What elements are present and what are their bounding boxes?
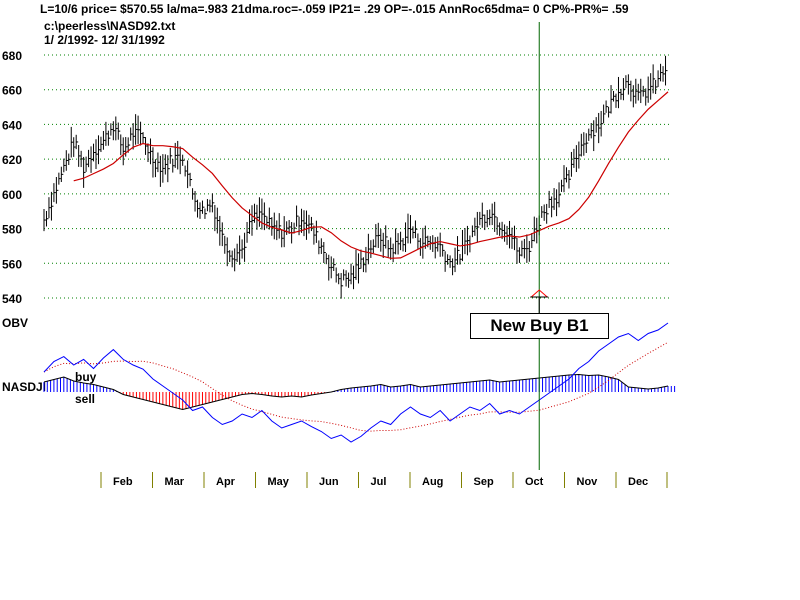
signal-label: New Buy B1 — [470, 313, 609, 339]
y-tick-label: 640 — [2, 118, 22, 132]
month-label: Feb — [113, 476, 133, 488]
month-label: May — [268, 476, 290, 488]
moving-average-line — [73, 91, 669, 259]
month-label: Mar — [165, 476, 185, 488]
sell-label: sell — [75, 392, 96, 406]
y-tick-label: 540 — [2, 292, 22, 306]
nasdji-label: NASDJI — [2, 380, 47, 394]
month-label: Apr — [216, 476, 236, 488]
month-label: Aug — [422, 476, 443, 488]
month-label: Sep — [474, 476, 494, 488]
header-stats: L=10/6 price= $570.55 la/ma=.983 21dma.r… — [40, 2, 629, 16]
obv-line — [43, 322, 669, 443]
nasdji-line — [43, 373, 669, 411]
month-label: Nov — [577, 476, 599, 488]
y-tick-label: 580 — [2, 223, 22, 237]
y-tick-label: 600 — [2, 188, 22, 202]
month-label: Oct — [525, 476, 544, 488]
month-label: Jun — [319, 476, 339, 488]
obv-ma-line — [43, 341, 669, 432]
month-label: Jul — [371, 476, 387, 488]
file-path: c:\peerless\NASD92.txt — [44, 19, 176, 33]
y-tick-label: 560 — [2, 257, 22, 271]
y-tick-label: 620 — [2, 153, 22, 167]
buy-label: buy — [75, 370, 97, 384]
date-range: 1/ 2/1992- 12/ 31/1992 — [44, 33, 165, 47]
obv-label: OBV — [2, 316, 29, 330]
y-tick-label: 680 — [2, 49, 22, 63]
month-label: Dec — [628, 476, 648, 488]
y-tick-label: 660 — [2, 84, 22, 98]
